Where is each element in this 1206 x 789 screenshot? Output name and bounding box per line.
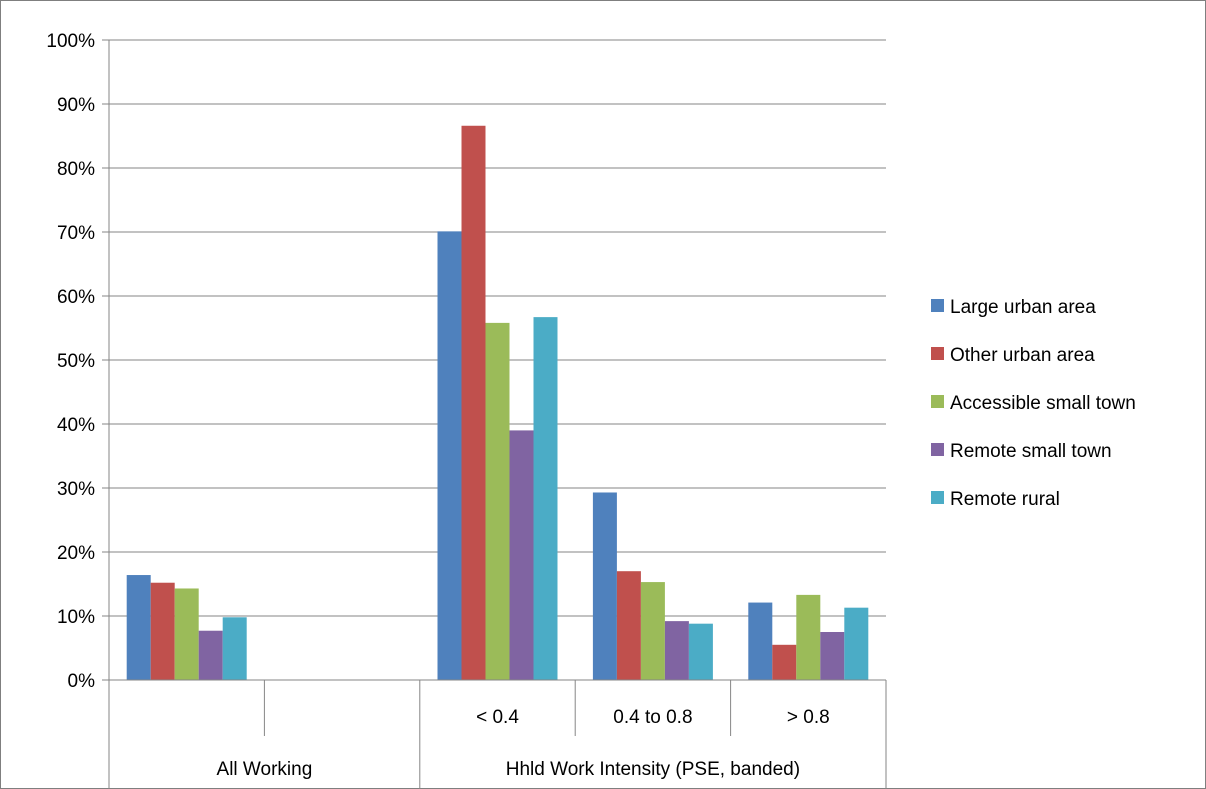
y-tick-label: 30% [57, 479, 95, 500]
bar [461, 125, 486, 680]
bar [820, 632, 845, 680]
x-group-label: Hhld Work Intensity (PSE, banded) [506, 759, 800, 780]
bar [533, 317, 558, 680]
bar [437, 231, 462, 681]
legend-swatch [931, 443, 944, 456]
legend-entry: Large urban area [950, 297, 1096, 318]
bar [796, 594, 821, 680]
bar [640, 582, 665, 680]
legend: Large urban area Other urban area Accessib… [931, 297, 1136, 510]
bar [772, 644, 797, 680]
bar [844, 607, 869, 680]
bar [688, 623, 713, 680]
bar [174, 588, 199, 680]
legend-swatch [931, 395, 944, 408]
y-tick-label: 60% [57, 287, 95, 308]
legend-swatch [931, 299, 944, 312]
bar [748, 602, 773, 680]
y-tick-label: 100% [46, 31, 95, 52]
bar [150, 582, 175, 680]
bar [126, 575, 151, 680]
bar [509, 430, 534, 680]
bar [485, 322, 510, 680]
y-axis-tick-labels: 0% 10% 20% 30% 40% 50% 60% 70% 80% 90% 100% [46, 31, 95, 692]
x-axis: < 0.4 0.4 to 0.8 > 0.8 All Working Hhld Work… [108, 679, 887, 789]
y-tick-label: 20% [57, 543, 95, 564]
legend-entry: Remote small town [950, 441, 1112, 462]
x-tick-label: > 0.8 [787, 707, 830, 728]
legend-swatch [931, 491, 944, 504]
bars [126, 125, 869, 681]
bar [592, 492, 617, 680]
y-tick-label: 0% [68, 671, 96, 692]
x-tick-label: < 0.4 [476, 707, 519, 728]
legend-entry: Accessible small town [950, 393, 1136, 414]
bar [198, 630, 223, 680]
y-tick-label: 90% [57, 95, 95, 116]
x-tick-label: 0.4 to 0.8 [613, 707, 692, 728]
y-tick-label: 80% [57, 159, 95, 180]
legend-swatch [931, 347, 944, 360]
legend-entry: Other urban area [950, 345, 1095, 366]
y-tick-label: 50% [57, 351, 95, 372]
y-tick-label: 40% [57, 415, 95, 436]
bar [664, 621, 689, 680]
x-group-label: All Working [217, 759, 313, 780]
y-tick-label: 70% [57, 223, 95, 244]
y-tick-label: 10% [57, 607, 95, 628]
bar [222, 617, 247, 680]
bar [616, 571, 641, 680]
legend-entry: Remote rural [950, 489, 1060, 510]
